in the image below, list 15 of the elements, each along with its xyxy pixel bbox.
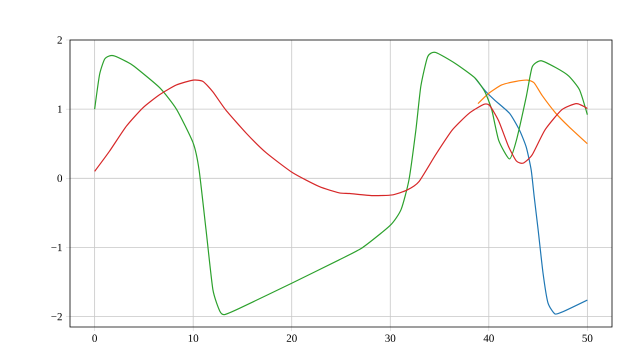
line-series [94,52,588,316]
line-series [477,80,588,144]
line-series [474,77,588,315]
y-tick-label: 1 [58,106,62,113]
y-tick-label: −1 [51,244,62,252]
x-tick-label: 10 [188,334,198,342]
line-series [94,80,588,196]
x-tick-label: 50 [582,334,592,342]
y-tick-label: 2 [57,36,62,44]
y-tick-label: 0 [57,174,62,182]
y-tick-label: −2 [51,313,62,320]
x-tick-label: 30 [385,334,396,342]
x-tick-label: 0 [92,334,97,342]
x-tick-label: 20 [286,334,297,342]
x-tick-label: 40 [484,334,494,342]
